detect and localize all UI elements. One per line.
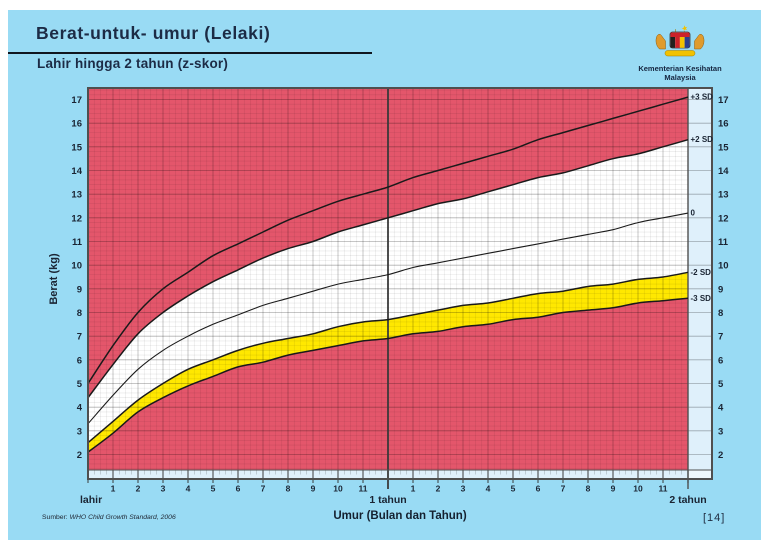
svg-text:15: 15 <box>71 142 82 153</box>
svg-text:12: 12 <box>71 213 82 224</box>
svg-text:17: 17 <box>71 95 82 106</box>
svg-text:5: 5 <box>211 484 216 494</box>
x-edge-label-1: 1 tahun <box>369 494 406 506</box>
svg-text:5: 5 <box>77 379 83 390</box>
svg-text:4: 4 <box>718 403 724 414</box>
svg-text:9: 9 <box>311 484 316 494</box>
source-prefix: Sumber: <box>42 514 68 521</box>
svg-text:3: 3 <box>718 426 723 437</box>
source-note: Sumber: WHO Child Growth Standard, 2006 <box>42 514 176 521</box>
svg-text:5: 5 <box>718 379 724 390</box>
svg-text:16: 16 <box>71 119 82 130</box>
svg-text:11: 11 <box>359 484 368 494</box>
svg-text:2: 2 <box>718 450 723 461</box>
svg-text:17: 17 <box>718 95 729 106</box>
curve--2sd <box>87 271 689 444</box>
chart-frame <box>87 87 713 480</box>
page-title: Berat-untuk- umur (Lelaki) <box>36 23 271 43</box>
svg-text:10: 10 <box>71 261 82 272</box>
svg-text:11: 11 <box>718 237 729 248</box>
svg-text:3: 3 <box>161 484 166 494</box>
svg-text:2: 2 <box>77 450 82 461</box>
svg-text:9: 9 <box>77 284 82 295</box>
title-underline <box>8 52 372 54</box>
svg-text:8: 8 <box>586 484 591 494</box>
svg-text:6: 6 <box>236 484 241 494</box>
svg-text:4: 4 <box>186 484 191 494</box>
curve--3sd <box>87 297 689 453</box>
svg-text:11: 11 <box>659 484 668 494</box>
svg-text:4: 4 <box>486 484 491 494</box>
svg-text:10: 10 <box>333 484 343 494</box>
svg-text:7: 7 <box>718 332 723 343</box>
page-subtitle: Lahir hingga 2 tahun (z-skor) <box>37 56 229 71</box>
svg-text:14: 14 <box>71 166 82 177</box>
svg-text:7: 7 <box>561 484 566 494</box>
sd-label-+2sd: +2 SD <box>691 135 714 144</box>
svg-text:4: 4 <box>77 403 83 414</box>
svg-text:6: 6 <box>718 355 723 366</box>
svg-text:3: 3 <box>461 484 466 494</box>
svg-text:12: 12 <box>718 213 729 224</box>
svg-text:14: 14 <box>718 166 729 177</box>
sd-label--2sd: -2 SD <box>691 268 712 277</box>
svg-text:11: 11 <box>72 237 83 248</box>
svg-text:8: 8 <box>718 308 723 319</box>
svg-text:5: 5 <box>511 484 516 494</box>
svg-text:2: 2 <box>136 484 141 494</box>
svg-text:6: 6 <box>536 484 541 494</box>
svg-text:7: 7 <box>261 484 266 494</box>
ministry-name: Kementerian Kesihatan Malaysia <box>638 64 722 82</box>
svg-text:1: 1 <box>411 484 416 494</box>
sd-label-0: 0 <box>691 209 696 218</box>
svg-text:10: 10 <box>633 484 643 494</box>
sd-label-+3sd: +3 SD <box>691 93 714 102</box>
svg-text:13: 13 <box>718 190 729 201</box>
svg-text:2: 2 <box>436 484 441 494</box>
svg-text:6: 6 <box>77 355 82 366</box>
svg-text:16: 16 <box>718 119 729 130</box>
x-edge-label-2: 2 tahun <box>669 494 706 506</box>
svg-text:7: 7 <box>77 332 82 343</box>
page-number: [14] <box>703 512 726 524</box>
svg-text:13: 13 <box>71 190 82 201</box>
svg-text:15: 15 <box>718 142 729 153</box>
svg-text:10: 10 <box>718 261 729 272</box>
svg-text:8: 8 <box>77 308 82 319</box>
y-axis-title: Berat (kg) <box>48 253 60 305</box>
sd-label-strip <box>688 88 712 470</box>
source-text: WHO Child Growth Standard, 2006 <box>69 514 176 521</box>
curve-0 <box>87 212 689 425</box>
curve-+3sd <box>87 96 689 384</box>
svg-text:1: 1 <box>111 484 116 494</box>
ministry-logo-block: Kementerian Kesihatan Malaysia <box>628 24 732 82</box>
xaxis-title: Umur (Bulan dan Tahun) <box>333 510 467 522</box>
svg-text:9: 9 <box>718 284 723 295</box>
svg-text:9: 9 <box>611 484 616 494</box>
x-edge-label-0: lahir <box>80 494 102 506</box>
curve-+2sd <box>87 138 689 399</box>
sd-label--3sd: -3 SD <box>691 294 712 303</box>
malaysia-coat-of-arms-icon <box>655 25 705 57</box>
svg-text:3: 3 <box>77 426 82 437</box>
svg-text:8: 8 <box>286 484 291 494</box>
